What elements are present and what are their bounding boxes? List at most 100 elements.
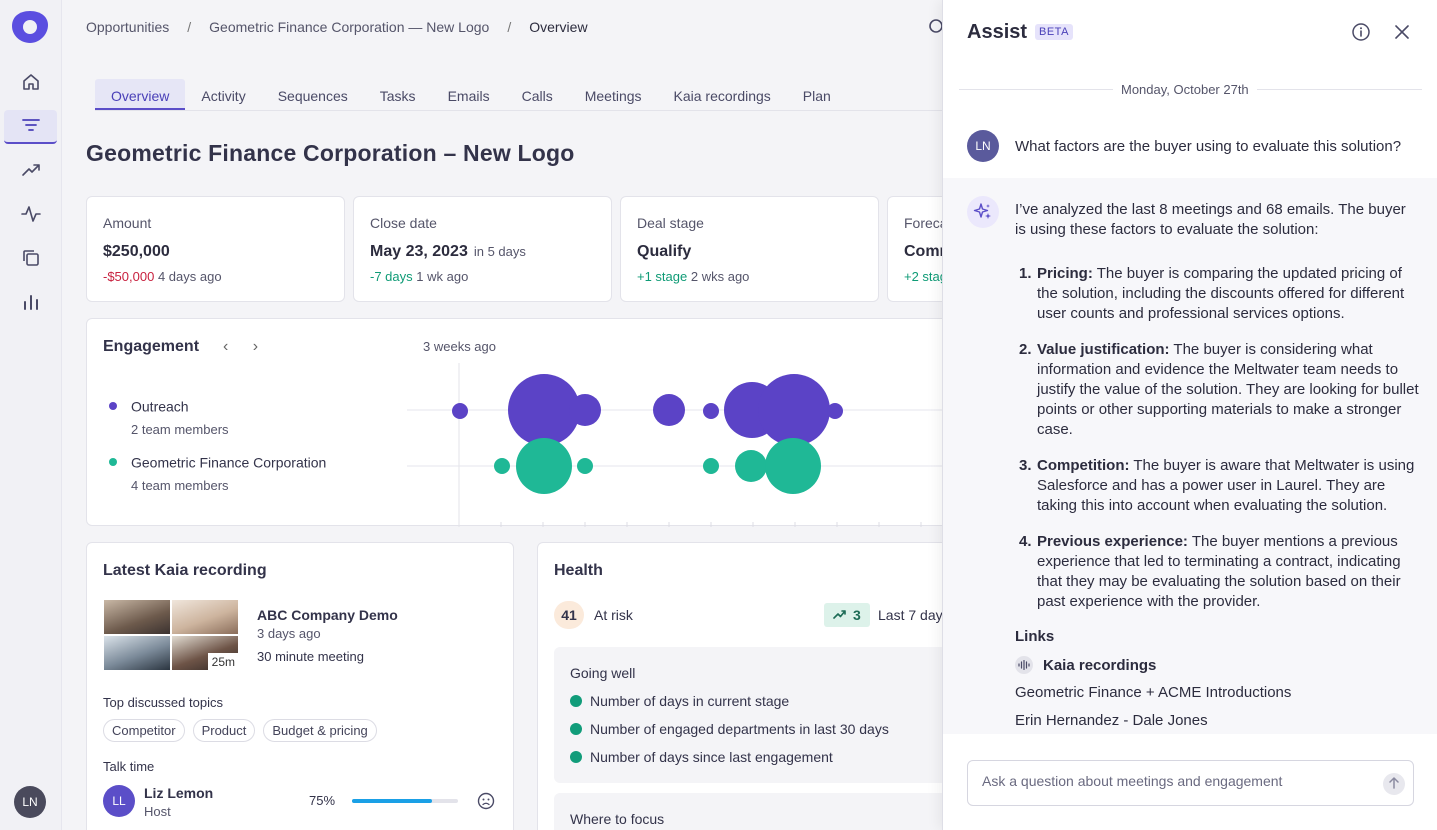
health-trend-period: Last 7 days xyxy=(878,607,942,623)
filter-icon xyxy=(21,115,41,138)
kpi-amount[interactable]: Amount $250,000 -$50,000 4 days ago xyxy=(86,196,345,302)
recording-length: 30 minute meeting xyxy=(257,649,364,664)
audio-wave-icon xyxy=(1015,656,1033,674)
where-to-focus-section: Where to focus xyxy=(554,793,942,830)
trending-icon xyxy=(21,160,41,183)
tab-activity[interactable]: Activity xyxy=(201,88,246,104)
topic-chip[interactable]: Competitor xyxy=(103,719,185,742)
breadcrumb-separator: / xyxy=(187,19,192,35)
customer-bubble xyxy=(735,450,767,482)
nav-opportunities[interactable] xyxy=(4,110,57,144)
tab-calls[interactable]: Calls xyxy=(521,88,553,104)
tab-plan[interactable]: Plan xyxy=(802,88,831,104)
kpi-forecast[interactable]: Foreca Comm +2 stag xyxy=(887,196,942,302)
customer-bubble xyxy=(494,458,510,474)
speaker-name: Liz Lemon xyxy=(144,785,214,801)
links-label: Links xyxy=(1015,628,1055,645)
user-avatar: LN xyxy=(967,130,999,162)
tab-sequences[interactable]: Sequences xyxy=(277,88,348,104)
topic-chip[interactable]: Budget & pricing xyxy=(263,719,377,742)
chevron-right-icon[interactable]: › xyxy=(252,338,259,355)
going-well-title: Going well xyxy=(570,665,636,681)
kaia-card-title: Latest Kaia recording xyxy=(103,562,267,579)
kpi-change: -7 days 1 wk ago xyxy=(370,269,469,284)
tab-meetings[interactable]: Meetings xyxy=(584,88,642,104)
kaia-recording-card: Latest Kaia recording 25m ABC Company De… xyxy=(86,542,514,830)
talk-time-label: Talk time xyxy=(103,759,155,774)
nav-activity[interactable] xyxy=(4,198,57,232)
engagement-card: Engagement ‹ › 3 weeks ago Outreach 2 te… xyxy=(86,318,942,527)
participant-video xyxy=(103,599,171,635)
focus-title: Where to focus xyxy=(570,811,665,827)
recording-ago: 3 days ago xyxy=(257,626,321,641)
kpi-change: -$50,000 4 days ago xyxy=(103,269,222,284)
factor-item: 2. Value justification: The buyer is cons… xyxy=(1019,341,1419,438)
kpi-close-date[interactable]: Close date May 23, 2023 in 5 days -7 days… xyxy=(353,196,612,302)
health-score: 41 xyxy=(554,601,584,629)
nav-trends[interactable] xyxy=(4,154,57,188)
speaker-role: Host xyxy=(144,804,171,819)
send-button[interactable] xyxy=(1383,773,1405,795)
tab-kaia-recordings[interactable]: Kaia recordings xyxy=(673,88,771,104)
nav-sequences[interactable] xyxy=(4,242,57,276)
close-icon[interactable] xyxy=(1392,22,1412,45)
topic-chip[interactable]: Product xyxy=(192,719,256,742)
check-dot-icon xyxy=(570,723,582,735)
user-avatar[interactable]: LN xyxy=(14,786,46,818)
tab-bar: Overview Activity Sequences Tasks Emails… xyxy=(95,79,942,111)
beta-badge: BETA xyxy=(1035,24,1073,40)
topics-label: Top discussed topics xyxy=(103,695,223,710)
info-icon[interactable] xyxy=(1351,22,1371,45)
recording-link[interactable]: Geometric Finance + ACME Introductions xyxy=(1015,684,1292,701)
customer-bubble xyxy=(765,438,821,494)
nav-reports[interactable] xyxy=(4,286,57,320)
breadcrumb-separator: / xyxy=(507,19,512,35)
recording-link[interactable]: Erin Hernandez - Dale Jones xyxy=(1015,712,1208,729)
topic-chips: Competitor Product Budget & pricing xyxy=(103,719,377,742)
left-rail: LN xyxy=(0,0,62,830)
engagement-row-customer: Geometric Finance Corporation 4 team mem… xyxy=(109,453,326,493)
legend-dot xyxy=(109,458,117,467)
talk-time-percent: 75% xyxy=(309,793,336,808)
outreach-bubble xyxy=(758,374,830,446)
tab-emails[interactable]: Emails xyxy=(447,88,490,104)
health-card: Health 41 At risk 3 Last 7 days Going we… xyxy=(537,542,942,830)
ask-question-input[interactable] xyxy=(982,773,1372,789)
outreach-bubble xyxy=(508,374,580,446)
going-well-item: Number of days since last engagement xyxy=(570,749,833,765)
home-icon xyxy=(21,72,41,95)
speaker-avatar: LL xyxy=(103,785,135,817)
recording-thumbnail[interactable]: 25m xyxy=(103,599,239,671)
check-dot-icon xyxy=(570,751,582,763)
sparkle-icon xyxy=(967,196,999,228)
search-icon[interactable] xyxy=(928,18,942,39)
recording-title[interactable]: ABC Company Demo xyxy=(257,607,398,623)
going-well-item: Number of days in current stage xyxy=(570,693,789,709)
engagement-time-label: 3 weeks ago xyxy=(423,339,496,354)
participant-video xyxy=(171,599,239,635)
nav-home[interactable] xyxy=(4,66,57,100)
assist-panel: Assist BETA Monday, October 27th LN What… xyxy=(942,0,1437,830)
health-trend-badge: 3 xyxy=(824,603,870,627)
breadcrumb-opportunity[interactable]: Geometric Finance Corporation — New Logo xyxy=(209,19,490,35)
outreach-bubble xyxy=(569,394,601,426)
engagement-pager: ‹ › xyxy=(223,338,258,356)
chevron-left-icon[interactable]: ‹ xyxy=(223,338,229,355)
tab-tasks[interactable]: Tasks xyxy=(379,88,416,104)
going-well-item: Number of engaged departments in last 30… xyxy=(570,721,889,737)
kpi-label: Amount xyxy=(103,215,152,231)
engagement-bubble-chart xyxy=(407,363,942,527)
outreach-logo-icon[interactable] xyxy=(11,9,49,45)
legend-dot xyxy=(109,402,117,411)
factor-item: 1. Pricing: The buyer is comparing the up… xyxy=(1019,265,1405,322)
arrow-up-icon xyxy=(1388,776,1400,792)
kaia-recordings-link[interactable]: Kaia recordings xyxy=(1015,656,1156,674)
page-title: Geometric Finance Corporation – New Logo xyxy=(86,140,575,166)
kpi-change: +2 stag xyxy=(904,269,942,284)
tab-overview[interactable]: Overview xyxy=(95,79,186,110)
outreach-bubble xyxy=(452,403,468,419)
going-well-section: Going well Number of days in current sta… xyxy=(554,647,942,783)
kpi-deal-stage[interactable]: Deal stage Qualify +1 stage 2 wks ago xyxy=(620,196,879,302)
question-text: What factors are the buyer using to eval… xyxy=(1015,138,1402,155)
breadcrumb-opportunities[interactable]: Opportunities xyxy=(86,19,170,35)
